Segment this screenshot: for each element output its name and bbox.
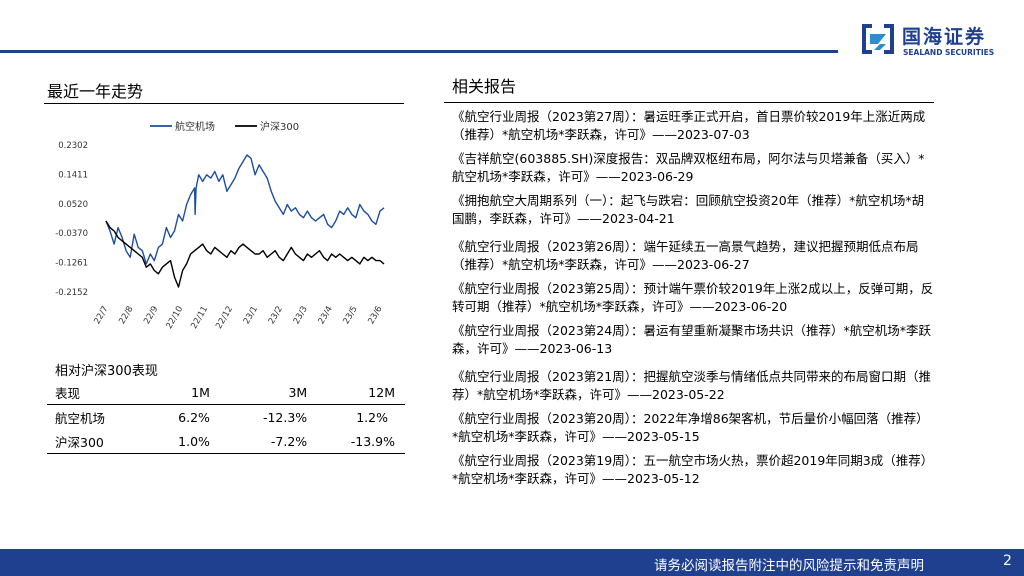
y-tick-label: 0.0520 (58, 200, 88, 210)
x-tick-label: 23/6 (366, 305, 384, 327)
page-number: 2 (1003, 553, 1012, 569)
x-tick-label: 23/2 (267, 305, 285, 327)
disclaimer-text: 请务必阅读报告附注中的风险提示和免责声明 (654, 558, 924, 574)
header-cell: 1M (141, 380, 210, 405)
table-cell: 1.0% (141, 429, 210, 454)
x-tick-label: 23/4 (317, 305, 335, 327)
y-tick-label: 0.2302 (58, 141, 88, 151)
brand-name-cn: 国海证券 (902, 26, 987, 48)
report-link[interactable]: 《航空行业周报（2023第24周）：暑运有望重新凝聚市场共识（推荐）*航空机场*… (452, 323, 931, 356)
table-cell: 沪深300 (47, 429, 142, 454)
trend-title-rule (44, 103, 404, 104)
table-row: 航空机场 6.2% -12.3% 1.2% (47, 405, 405, 430)
table-cell: 6.2% (178, 409, 210, 425)
x-tick-label: 22/12 (214, 305, 235, 331)
report-link[interactable]: 《航空行业周报（2023第25周）：预计端午票价较2019年上涨2成以上，反弹可… (452, 281, 934, 314)
series-line (105, 220, 385, 288)
performance-table: 表现 1M 3M 12M 航空机场 6.2% -12.3% 1.2% 沪深300… (47, 380, 405, 454)
x-tick-label: 22/7 (92, 305, 110, 327)
x-tick-label: 22/11 (189, 305, 210, 331)
y-tick-label: 0.1411 (58, 170, 88, 180)
x-tick-label: 22/8 (117, 305, 135, 327)
table-header-row: 表现 1M 3M 12M (47, 380, 405, 405)
x-tick-label: 22/10 (164, 305, 185, 331)
header-rule (0, 50, 838, 53)
trend-title: 最近一年走势 (47, 82, 144, 101)
table-cell: -12.3% (262, 409, 308, 425)
report-link[interactable]: 《航空行业周报（2023第26周）：端午延续五一高景气趋势，建议把握预期低点布局… (452, 239, 919, 272)
performance-title: 相对沪深300表现 (55, 364, 158, 379)
chart-axes: 0.2302 0.1411 0.0520 -0.0370 -0.1261 -0.2152 2… (55, 141, 384, 331)
table-cell: 航空机场 (55, 410, 106, 426)
header-cell: 表现 (47, 380, 142, 405)
legend-label: 航空机场 (175, 120, 215, 133)
report-link[interactable]: 《航空行业周报（2023第27周）：暑运旺季正式开启，首日票价较2019年上涨近… (452, 109, 926, 142)
x-tick-label: 23/1 (242, 305, 260, 327)
y-tick-label: -0.0370 (55, 229, 88, 239)
brand-logo: 国海证券 SEALAND SECURITIES (860, 22, 1010, 62)
legend-label: 沪深300 (260, 120, 299, 133)
y-tick-label: -0.1261 (55, 259, 88, 269)
related-reports-list: 《航空行业周报（2023第27周）：暑运旺季正式开启，首日票价较2019年上涨近… (452, 108, 934, 494)
brand-name-en: SEALAND SECURITIES (903, 48, 995, 57)
header-cell: 3M (209, 380, 308, 405)
table-cell: -7.2% (209, 429, 308, 454)
table-row: 沪深300 1.0% -7.2% -13.9% (47, 429, 405, 454)
x-tick-label: 23/5 (341, 305, 359, 327)
y-tick-label: -0.2152 (55, 288, 88, 298)
x-tick-label: 23/3 (292, 305, 310, 327)
reports-title-rule (444, 102, 934, 103)
report-link[interactable]: 《航空行业周报（2023第21周）：把握航空淡季与情绪低点共同带来的布局窗口期（… (452, 369, 931, 402)
table-cell: 1.2% (356, 409, 388, 425)
report-link[interactable]: 《航空行业周报（2023第20周）：2022年净增86架客机，节后量价小幅回落（… (452, 411, 929, 444)
x-tick-label: 22/9 (142, 305, 160, 327)
table-cell: -13.9% (307, 429, 405, 454)
sealand-logo-icon (862, 24, 894, 54)
report-link[interactable]: 《航空行业周报（2023第19周）：五一航空市场火热，票价超2019年同期3成（… (452, 453, 934, 486)
series-line (105, 154, 385, 265)
footer-bar: 请务必阅读报告附注中的风险提示和免责声明 2 (0, 549, 1024, 576)
report-link[interactable]: 《拥抱航空大周期系列（一）：起飞与跌宕：回顾航空投资20年（推荐）*航空机场*胡… (452, 193, 925, 226)
report-link[interactable]: 《吉祥航空(603885.SH)深度报告：双品牌双枢纽布局，阿尔法与贝塔兼备（买… (452, 151, 925, 184)
header-cell: 12M (307, 380, 405, 405)
trend-chart: 航空机场 沪深300 0.2302 0.1411 0.0520 -0.0370 -0.12… (55, 120, 385, 331)
chart-legend: 航空机场 沪深300 (150, 120, 299, 133)
chart-series (105, 154, 385, 288)
related-reports-title: 相关报告 (452, 77, 517, 96)
